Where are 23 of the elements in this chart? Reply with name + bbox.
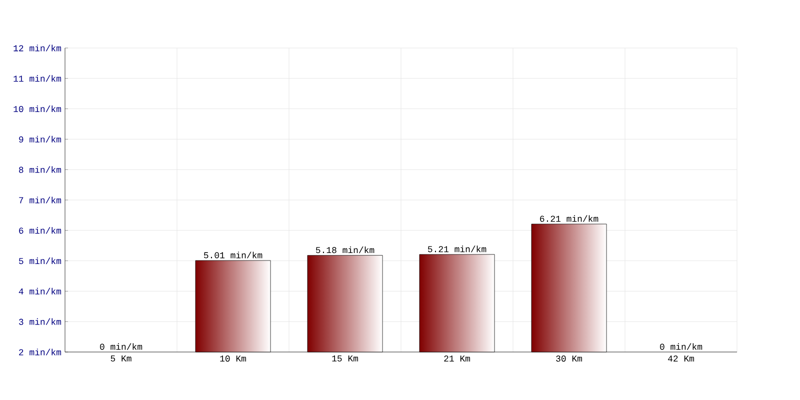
x-tick-label: 10 Km — [220, 356, 246, 362]
data-label: 6.21 min/km — [540, 215, 598, 222]
y-tick-label: 6 min/km — [19, 227, 62, 234]
x-tick-label: 30 Km — [556, 356, 582, 362]
y-tick-label: 4 min/km — [18, 288, 62, 294]
data-label: 5.21 min/km — [428, 246, 486, 252]
x-tick-label: 15 Km — [332, 356, 358, 362]
y-tick-label: 11 min/km — [14, 75, 62, 82]
y-tick-label: 12 min/km — [14, 44, 62, 52]
text: 0 min/km — [100, 343, 142, 350]
y-tick-label: 9 min/km — [19, 136, 62, 142]
y-tick-label: 7 min/km — [19, 196, 62, 204]
y-tick-label: 2 min/km — [19, 348, 62, 356]
x-tick-label: 21 Km — [444, 356, 470, 362]
data-label: 5.18 min/km — [316, 246, 374, 254]
text: 0 min/km — [660, 343, 702, 350]
x-tick-label: 5 Km — [110, 356, 132, 362]
x-tick-label: 42 Km — [668, 356, 694, 362]
y-tick-label: 5 min/km — [19, 258, 62, 264]
y-tick-label: 8 min/km — [19, 166, 62, 173]
data-label: 5.01 min/km — [204, 252, 262, 258]
y-tick-label: 10 min/km — [14, 106, 62, 112]
y-tick-label: 3 min/km — [19, 318, 62, 325]
